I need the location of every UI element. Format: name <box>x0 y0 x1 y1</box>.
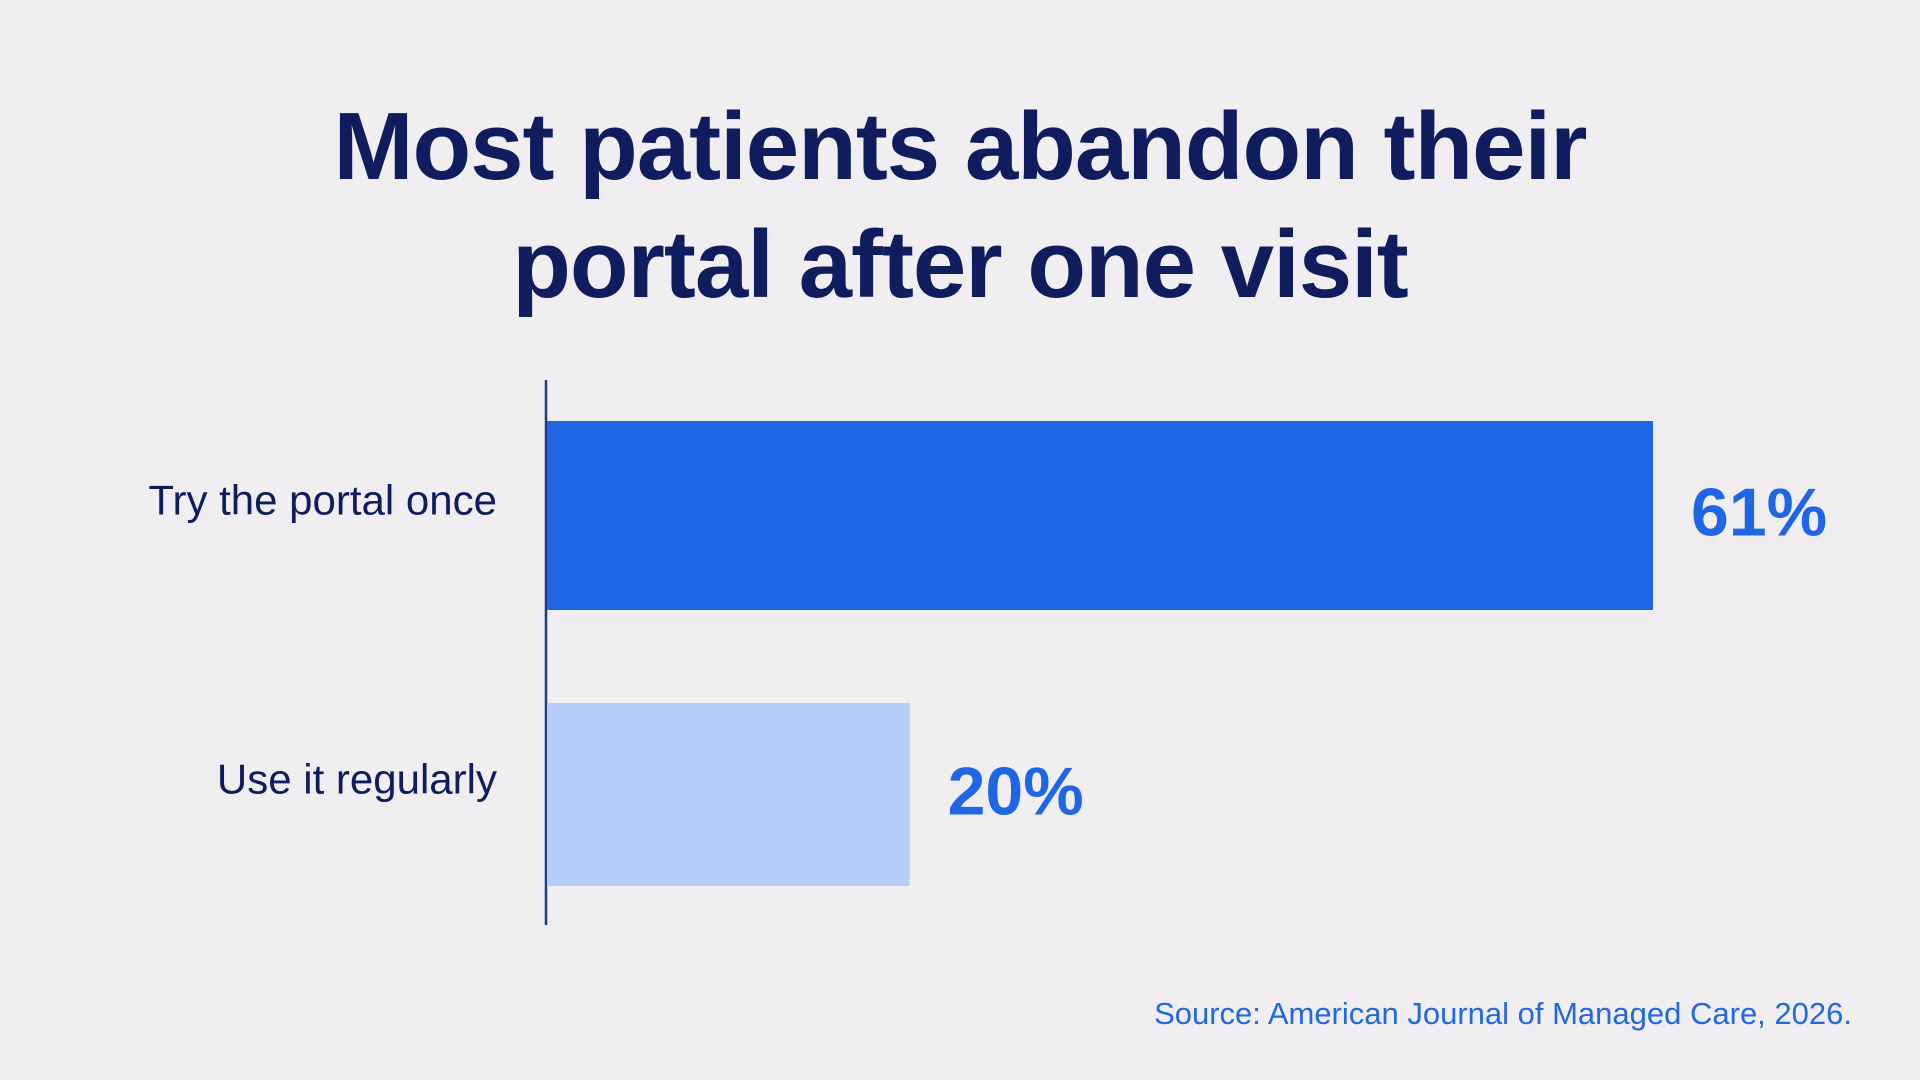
category-label-2: Use it regularly <box>217 756 497 803</box>
source-note: Source: American Journal of Managed Care… <box>1154 996 1852 1031</box>
bar-2 <box>547 703 910 886</box>
bar-1 <box>547 421 1653 610</box>
chart-title-line-1: Most patients abandon their <box>333 93 1587 200</box>
bars-layer: Try the portal once 61% Use it regularly 20… <box>148 421 1827 886</box>
chart-title-line-2: portal after one visit <box>512 211 1409 318</box>
value-label-2: 20% <box>948 753 1084 829</box>
value-label-1: 61% <box>1691 474 1827 550</box>
category-label-1: Try the portal once <box>148 477 497 524</box>
